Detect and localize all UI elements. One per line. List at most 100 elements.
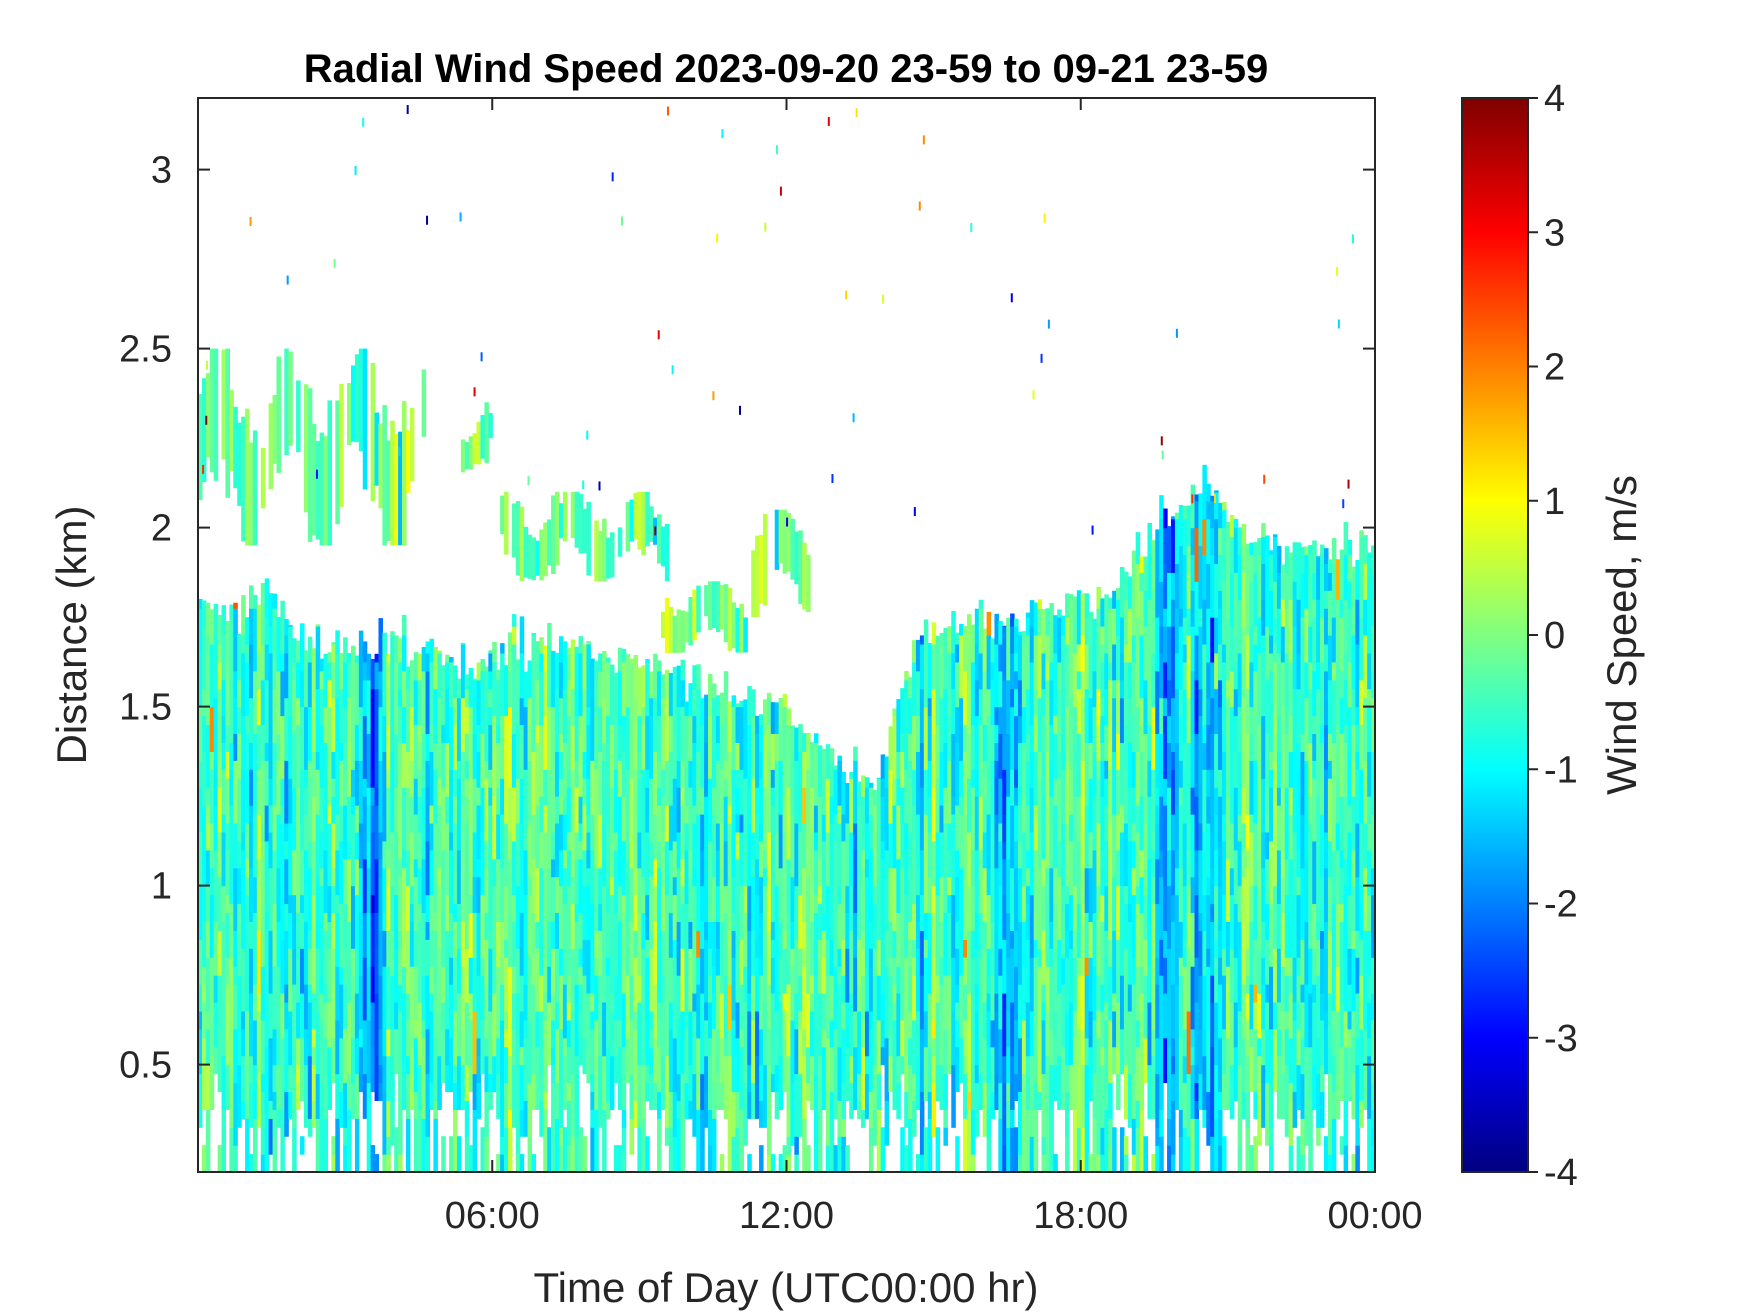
heatmap-cell: [1253, 939, 1258, 985]
heatmap-cell: [315, 921, 321, 949]
heatmap-cell: [370, 769, 376, 788]
heatmap-cell: [1355, 751, 1360, 770]
heatmap-cell: [1214, 957, 1219, 1003]
heatmap-cell: [645, 831, 650, 896]
heatmap-cell: [1363, 563, 1368, 600]
heatmap-cell: [272, 805, 278, 851]
heatmap-cell: [872, 831, 878, 887]
heatmap-cell: [268, 593, 274, 627]
heatmap-cell: [1100, 1127, 1105, 1155]
heatmap-cell: [268, 778, 274, 806]
heatmap-cell: [606, 912, 611, 958]
heatmap-cell: [609, 664, 615, 726]
heatmap-cell: [696, 664, 701, 690]
heatmap-cell: [460, 697, 466, 752]
heatmap-cell: [825, 1145, 831, 1172]
heatmap-cell: [990, 975, 996, 1021]
heatmap-cell: [621, 1127, 627, 1155]
heatmap-cell: [1017, 635, 1023, 681]
heatmap-cell: [319, 885, 325, 949]
heatmap-cell: [449, 769, 454, 833]
heatmap-cell: [1163, 661, 1168, 699]
heatmap-cell: [1218, 984, 1223, 1039]
heatmap-cell: [629, 840, 635, 869]
heatmap-cell: [633, 724, 639, 770]
heatmap-cell: [1147, 966, 1152, 1003]
heatmap-cell: [1367, 688, 1372, 708]
heatmap-cell: [841, 975, 846, 1003]
heatmap-cell: [1029, 626, 1035, 663]
heatmap-cell: [233, 602, 238, 609]
heatmap-cell: [366, 840, 372, 869]
heatmap-cell: [252, 1118, 258, 1172]
heatmap-cell: [453, 1010, 458, 1066]
heatmap-cell: [225, 778, 230, 824]
heatmap-cell: [629, 778, 635, 842]
heatmap-cell: [331, 912, 336, 949]
heatmap-cell: [672, 1091, 678, 1137]
heatmap-cell: [1218, 1091, 1223, 1110]
heatmap-cell: [555, 751, 560, 797]
heatmap-cell: [629, 867, 635, 922]
heatmap-cell: [233, 984, 238, 1030]
heatmap-cell: [460, 439, 466, 473]
heatmap-cell: [1237, 921, 1243, 949]
heatmap-cell: [700, 724, 705, 788]
heatmap-cell: [1257, 1037, 1262, 1057]
heatmap-cell: [1076, 733, 1082, 797]
heatmap-cell: [276, 921, 281, 967]
heatmap-cell: [931, 643, 937, 690]
heatmap-cell: [696, 778, 701, 815]
heatmap-cell: [660, 796, 666, 833]
heatmap-cell: [1339, 921, 1345, 976]
heatmap-cell: [1276, 652, 1282, 717]
heatmap-cell: [351, 706, 356, 770]
heatmap-cell: [1280, 966, 1286, 1012]
heatmap-cell: [908, 966, 913, 1012]
heatmap-cell: [912, 769, 917, 806]
heatmap-cell: [1170, 814, 1176, 851]
heatmap-cell: [782, 706, 788, 761]
heatmap-cell: [531, 858, 536, 914]
heatmap-cell: [900, 1019, 905, 1057]
heatmap-cell: [241, 1028, 246, 1057]
x-tick-label: 06:00: [445, 1195, 540, 1237]
heatmap-cell: [256, 652, 262, 690]
heatmap-cell: [1104, 778, 1109, 806]
heatmap-cell: [774, 702, 780, 735]
heatmap-cell: [213, 975, 219, 1003]
heatmap-cell: [1163, 508, 1168, 529]
heatmap-cell: [409, 831, 415, 887]
heatmap-cell: [386, 930, 391, 967]
heatmap-cell: [288, 822, 293, 851]
heatmap-cell: [292, 894, 297, 949]
heatmap-cell: [692, 1073, 697, 1137]
heatmap-cell: [217, 1145, 223, 1172]
heatmap-cell: [425, 670, 431, 735]
heatmap-cell: [621, 1046, 627, 1110]
heatmap-cell: [480, 894, 485, 958]
heatmap-cell: [260, 966, 266, 994]
heatmap-cell: [574, 903, 580, 922]
heatmap-cell: [1214, 787, 1219, 815]
heatmap-cell: [974, 643, 980, 681]
heatmap-cell: [598, 751, 603, 815]
heatmap-cell: [676, 706, 682, 761]
heatmap-cell: [1214, 733, 1219, 788]
heatmap-cell: [955, 948, 960, 985]
heatmap-cell: [358, 840, 364, 869]
heatmap-cell: [747, 993, 752, 1012]
heatmap-cell: [1280, 787, 1286, 851]
heatmap-cell: [864, 822, 870, 860]
heatmap-cell: [347, 383, 352, 446]
heatmap-cell: [543, 645, 548, 672]
heatmap-cell: [1127, 984, 1133, 1012]
heatmap-cell: [774, 760, 780, 779]
heatmap-cell: [1127, 608, 1133, 663]
heatmap-cell: [1037, 805, 1043, 869]
heatmap-cell: [217, 760, 223, 788]
heatmap-cell: [590, 1028, 595, 1075]
heatmap-cell: [1292, 867, 1298, 896]
heatmap-cell: [978, 724, 984, 770]
heatmap-cell: [272, 1064, 278, 1093]
